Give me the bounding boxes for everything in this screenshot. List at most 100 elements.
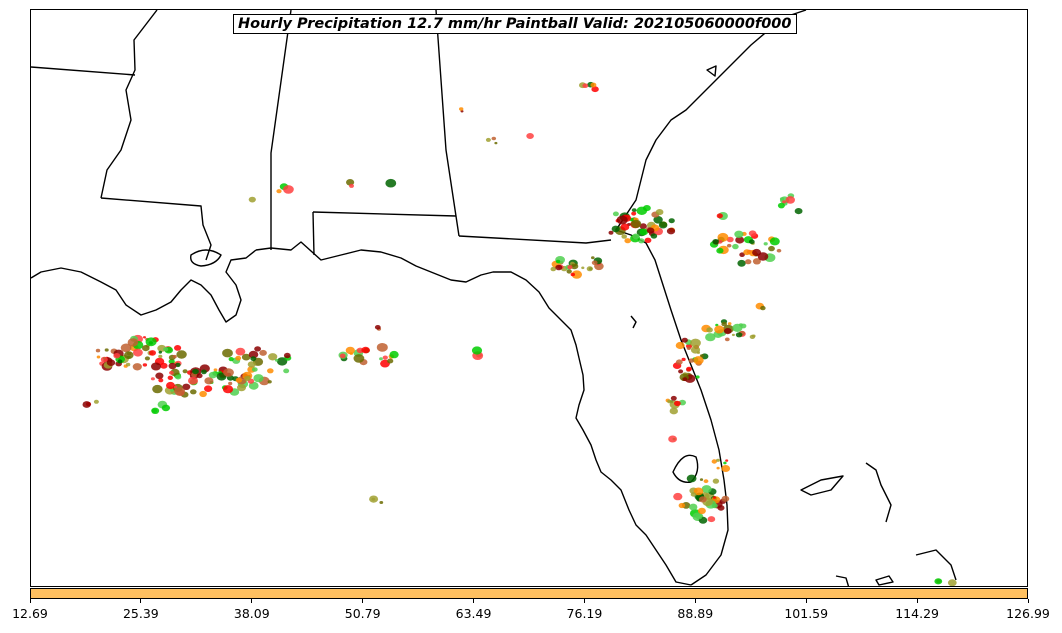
paintball-blob — [650, 233, 658, 239]
paintball-blob — [717, 505, 725, 511]
paintball-blob — [106, 359, 116, 367]
paintball-blob — [208, 371, 217, 379]
paintball-blob — [745, 259, 752, 265]
georgia-coast — [615, 10, 807, 231]
paintball-blob — [586, 266, 593, 272]
paintball-blob — [550, 266, 557, 272]
paintball-blob — [686, 346, 692, 350]
paintball-blob — [678, 369, 684, 374]
paintball-blob — [188, 376, 198, 385]
paintball-blob — [785, 196, 795, 204]
paintball-blob — [253, 374, 264, 383]
paintball-blob — [117, 359, 123, 364]
paintball-blob — [701, 485, 712, 494]
paintball-blob — [716, 466, 720, 470]
paintball-blob — [716, 247, 724, 254]
paintball-blob — [346, 179, 355, 186]
paintball-blob — [769, 237, 780, 246]
mississippi-river-border — [100, 10, 158, 199]
paintball-blob — [726, 236, 734, 243]
paintball-blob — [724, 337, 730, 342]
paintball-blob — [125, 362, 131, 367]
paintball-blob — [276, 189, 282, 194]
paintball-blob — [666, 227, 676, 235]
paintball-blob — [678, 502, 686, 509]
paintball-blob — [471, 346, 483, 355]
lake-okeechobee — [672, 454, 699, 483]
colorbar-tick-label: 88.89 — [677, 606, 714, 621]
florida-east-coast — [615, 229, 729, 586]
paintball-blob — [283, 368, 290, 374]
paintball-blob — [590, 82, 597, 88]
paintball-blob — [144, 356, 150, 361]
paintball-blob — [712, 496, 717, 499]
paintball-blob — [143, 336, 146, 339]
paintball-blob — [707, 516, 716, 523]
gulf-coast-panhandle — [255, 241, 580, 359]
paintball-blob — [712, 478, 720, 484]
paintball-blob — [174, 374, 182, 380]
colorbar-tick-label: 50.79 — [344, 606, 381, 621]
paintball-blob — [706, 327, 713, 333]
paintball-blob — [611, 225, 620, 233]
paintball-blob — [591, 86, 599, 93]
paintball-blob — [133, 348, 143, 357]
paintball-blob — [223, 368, 234, 377]
colorbar-tick-label: 126.99 — [1006, 606, 1050, 621]
al-fl-border — [312, 211, 457, 217]
paintball-blob — [237, 384, 246, 392]
paintball-blob — [345, 346, 355, 355]
paintball-blob — [591, 260, 598, 266]
paintball-blob — [620, 223, 630, 231]
al-fl-border-2 — [312, 211, 315, 256]
paintball-blob — [102, 357, 106, 360]
paintball-blob — [244, 375, 251, 382]
paintball-blob — [100, 356, 108, 363]
paintball-blob — [636, 206, 648, 215]
paintball-blob — [374, 325, 381, 330]
paintball-blob — [690, 346, 701, 354]
paintball-blob — [158, 350, 162, 354]
paintball-blob — [267, 380, 272, 384]
colorbar-tick-label: 12.69 — [12, 606, 48, 621]
colorbar-tick — [140, 599, 142, 603]
paintball-blob — [385, 178, 397, 188]
paintball-blob — [624, 238, 631, 244]
paintball-blob — [182, 383, 191, 390]
paintball-blob — [735, 236, 745, 244]
paintball-blob — [459, 107, 464, 111]
paintball-blob — [151, 407, 160, 414]
ms-al-border — [270, 10, 292, 250]
paintball-blob — [151, 362, 161, 371]
paintball-blob — [591, 256, 595, 260]
paintball-blob — [712, 239, 719, 245]
paintball-blob — [630, 219, 642, 229]
paintball-blob — [693, 356, 704, 365]
paintball-blob — [675, 359, 683, 365]
paintball-blob — [566, 269, 572, 274]
map-canvas — [31, 10, 957, 586]
paintball-blob — [693, 487, 704, 496]
paintball-blob — [681, 337, 688, 343]
paintball-blob — [760, 305, 766, 311]
paintball-blob — [732, 243, 739, 250]
paintball-blob — [743, 249, 751, 256]
island-6 — [630, 315, 637, 329]
colorbar-tick-label: 63.49 — [455, 606, 492, 621]
paintball-blob — [690, 492, 697, 497]
paintball-blob — [715, 323, 719, 327]
paintball-blob — [228, 381, 233, 386]
paintball-blob — [711, 459, 717, 464]
paintball-blob — [248, 350, 259, 359]
florida-west-coast — [575, 357, 692, 586]
paintball-blob — [196, 373, 203, 379]
colorbar-tick-label: 38.09 — [233, 606, 270, 621]
paintball-blob — [673, 492, 683, 501]
paintball-blob — [669, 407, 678, 415]
colorbar-tick-label: 101.59 — [784, 606, 829, 621]
paintball-blob — [145, 337, 157, 347]
paintball-blob — [104, 348, 109, 352]
paintball-blob — [555, 264, 563, 271]
paintball-blob — [158, 354, 163, 359]
paintball-blob — [748, 239, 755, 244]
